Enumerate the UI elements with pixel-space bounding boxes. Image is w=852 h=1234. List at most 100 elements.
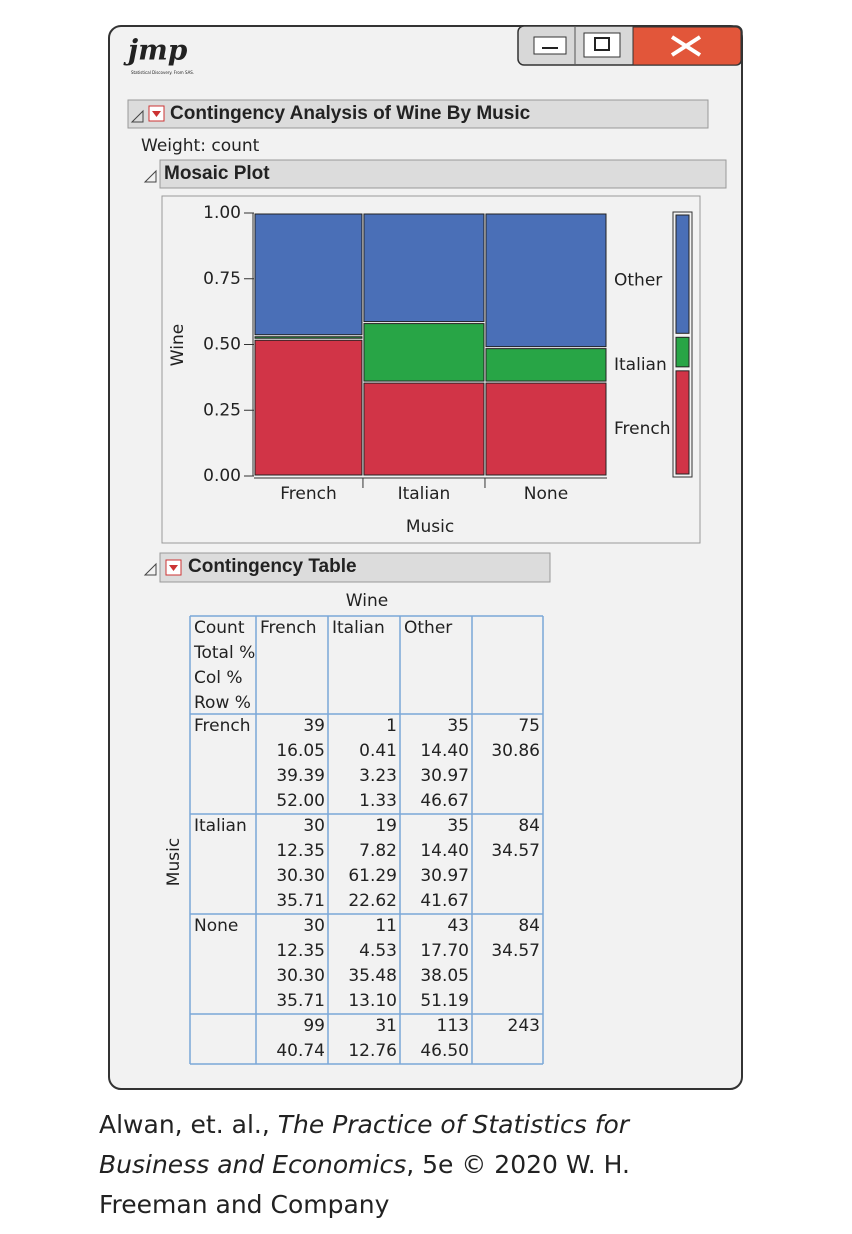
table-cell: 30.86 bbox=[491, 741, 540, 761]
table-cell: 46.67 bbox=[420, 791, 469, 811]
table-cell: 84 bbox=[518, 816, 540, 836]
table-cell: 38.05 bbox=[420, 966, 469, 986]
table-cell: 30 bbox=[303, 916, 325, 936]
report-title: Contingency Analysis of Wine By Music bbox=[170, 103, 531, 124]
table-cell: 40.74 bbox=[276, 1041, 325, 1061]
disclosure-icon[interactable] bbox=[143, 169, 157, 183]
table-cell: 43 bbox=[447, 916, 469, 936]
table-cell: 34.57 bbox=[491, 841, 540, 861]
logo-sub: Statistical Discovery. From SAS. bbox=[131, 70, 194, 75]
mosaic-cell bbox=[485, 213, 607, 348]
mosaic-header bbox=[159, 159, 727, 189]
mosaic-cell bbox=[254, 339, 363, 476]
table-cell: 39.39 bbox=[276, 766, 325, 786]
menu-arrow bbox=[169, 565, 178, 571]
table-label: Col % bbox=[194, 668, 243, 688]
table-cell: 16.05 bbox=[276, 741, 325, 761]
table-cell: 31 bbox=[375, 1016, 397, 1036]
caption: Alwan, et. al., The Practice of Statisti… bbox=[99, 1105, 709, 1225]
table-cell: 3.23 bbox=[359, 766, 397, 786]
legend-label: Other bbox=[614, 270, 662, 290]
caption-text: Alwan, et. al., bbox=[99, 1110, 278, 1139]
mosaic-cell bbox=[363, 382, 485, 476]
table-cell: 14.40 bbox=[420, 741, 469, 761]
table-cell: 22.62 bbox=[348, 891, 397, 911]
table-cell: 30.97 bbox=[420, 766, 469, 786]
table-cell: 84 bbox=[518, 916, 540, 936]
legend-swatch bbox=[675, 336, 690, 368]
table-cell: 99 bbox=[303, 1016, 325, 1036]
table-cell: 41.67 bbox=[420, 891, 469, 911]
table-cell: 35.71 bbox=[276, 891, 325, 911]
column-header: Wine bbox=[346, 591, 388, 611]
mosaic-cell bbox=[485, 348, 607, 382]
close-icon bbox=[670, 35, 702, 57]
table-label: Row % bbox=[194, 693, 251, 713]
table-label: Count bbox=[194, 618, 245, 638]
table-cell: 35.71 bbox=[276, 991, 325, 1011]
y-axis-label: Wine bbox=[168, 324, 188, 366]
legend-frame bbox=[672, 211, 693, 478]
table-label: None bbox=[194, 916, 238, 936]
legend-swatch bbox=[675, 214, 690, 334]
mosaic-title: Mosaic Plot bbox=[164, 163, 270, 184]
legend-label: French bbox=[614, 419, 671, 439]
y-tick-label: 0.75 bbox=[203, 269, 241, 289]
mosaic-cell bbox=[254, 213, 363, 336]
maximize-button[interactable] bbox=[583, 32, 621, 58]
disclosure-icon[interactable] bbox=[143, 562, 157, 576]
table-cell: 30.30 bbox=[276, 866, 325, 886]
maximize-icon bbox=[594, 37, 610, 51]
table-label: Other bbox=[404, 618, 452, 638]
table-cell: 34.57 bbox=[491, 941, 540, 961]
caption-title: The Practice of Statistics for Business … bbox=[99, 1110, 630, 1179]
table-cell: 35 bbox=[447, 716, 469, 736]
x-tick-label: Italian bbox=[398, 484, 451, 504]
table-cell: 35.48 bbox=[348, 966, 397, 986]
table-cell: 17.70 bbox=[420, 941, 469, 961]
table-cell: 52.00 bbox=[276, 791, 325, 811]
table-cell: 11 bbox=[375, 916, 397, 936]
table-label: French bbox=[260, 618, 317, 638]
table-cell: 7.82 bbox=[359, 841, 397, 861]
weight-label: Weight: count bbox=[141, 136, 260, 156]
table-cell: 35 bbox=[447, 816, 469, 836]
table-cell: 4.53 bbox=[359, 941, 397, 961]
minimize-button[interactable] bbox=[533, 36, 567, 55]
table-cell: 12.76 bbox=[348, 1041, 397, 1061]
table-cell: 51.19 bbox=[420, 991, 469, 1011]
table-cell: 61.29 bbox=[348, 866, 397, 886]
table-cell: 19 bbox=[375, 816, 397, 836]
legend-label: Italian bbox=[614, 355, 667, 375]
table-label: Total % bbox=[193, 643, 255, 663]
table-cell: 12.35 bbox=[276, 941, 325, 961]
y-tick-label: 1.00 bbox=[203, 203, 241, 223]
table-cell: 13.10 bbox=[348, 991, 397, 1011]
y-tick-label: 0.50 bbox=[203, 335, 241, 355]
jmp-window: jmp Statistical Discovery. From SAS. Con… bbox=[108, 25, 743, 1090]
table-cell: 46.50 bbox=[420, 1041, 469, 1061]
table-cell: 30 bbox=[303, 816, 325, 836]
table-cell: 243 bbox=[508, 1016, 540, 1036]
mosaic-cell bbox=[363, 213, 485, 323]
table-cell: 30.97 bbox=[420, 866, 469, 886]
mosaic-cell bbox=[363, 323, 485, 382]
table-label: French bbox=[194, 716, 251, 736]
caption-text: , 5e © 2020 W. H. Freeman and Company bbox=[99, 1150, 630, 1219]
table-label: Italian bbox=[194, 816, 247, 836]
table-cell: 39 bbox=[303, 716, 325, 736]
table-cell: 113 bbox=[437, 1016, 469, 1036]
row-header: Music bbox=[164, 838, 184, 886]
table-cell: 12.35 bbox=[276, 841, 325, 861]
table-cell: 30.30 bbox=[276, 966, 325, 986]
disclosure-icon[interactable] bbox=[130, 109, 144, 123]
x-tick-label: French bbox=[280, 484, 337, 504]
table-cell: 1.33 bbox=[359, 791, 397, 811]
y-tick-label: 0.00 bbox=[203, 466, 241, 486]
table-title: Contingency Table bbox=[188, 556, 357, 577]
logo: jmp bbox=[123, 34, 188, 67]
table-label: Italian bbox=[332, 618, 385, 638]
table-cell: 0.41 bbox=[359, 741, 397, 761]
table-cell: 14.40 bbox=[420, 841, 469, 861]
